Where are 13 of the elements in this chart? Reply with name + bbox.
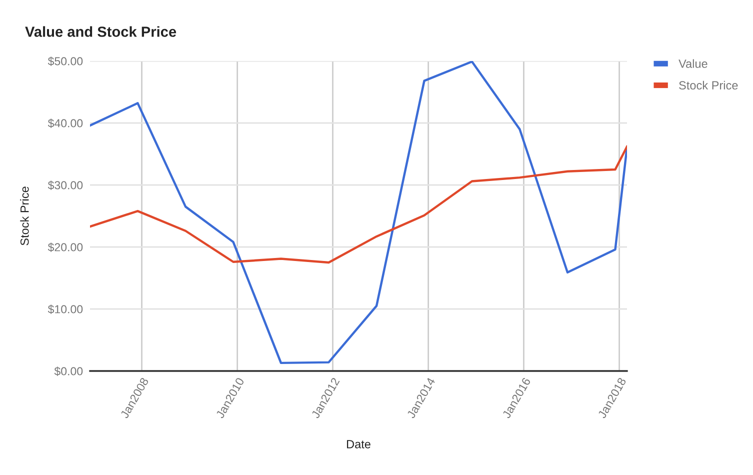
legend-label: Stock Price [679, 80, 738, 90]
legend-label: Value [678, 59, 708, 68]
line-series [90, 61, 627, 364]
y-tick-label: $10.00 [48, 304, 83, 314]
y-tick-label: $40.00 [48, 118, 83, 128]
y-tick-label: $30.00 [48, 180, 83, 190]
y-tick-label: $0.00 [54, 366, 83, 376]
chart-title: Value and Stock Price [25, 26, 176, 37]
x-axis-title: Date [347, 440, 370, 448]
y-axis-title: Stock Price [20, 186, 29, 246]
y-tick-label: $20.00 [48, 242, 83, 252]
y-tick-label: $50.00 [48, 56, 83, 66]
line-series [90, 145, 627, 264]
